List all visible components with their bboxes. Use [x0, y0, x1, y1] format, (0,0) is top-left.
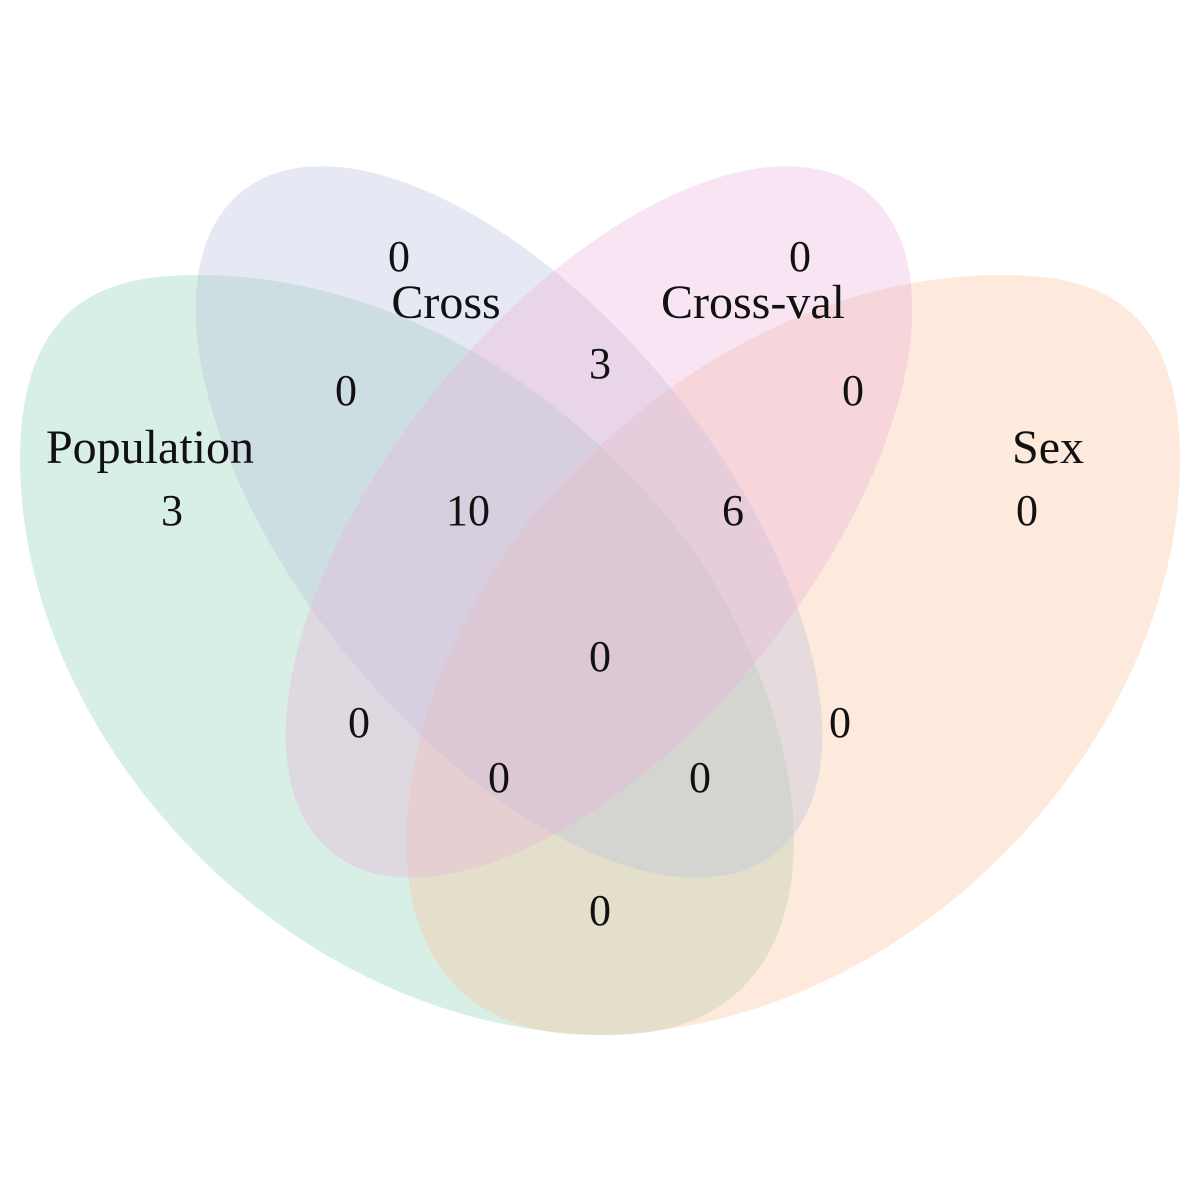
count-all-four: 0 [589, 632, 611, 681]
set-shape-population [20, 275, 794, 1035]
set-shape-cross-val [285, 166, 913, 878]
count-population-cross: 0 [335, 366, 357, 415]
count-cross-val-sex: 0 [842, 366, 864, 415]
count-population-cross-sex: 0 [689, 753, 711, 802]
set-label-cross: Cross [391, 276, 500, 329]
count-cross-cross-val-sex: 6 [722, 486, 744, 535]
count-cross-val-only: 0 [789, 232, 811, 281]
set-label-population: Population [46, 421, 254, 474]
count-cross-cross-val: 3 [589, 339, 611, 388]
count-population-cross-cross-val: 10 [446, 486, 490, 535]
count-population-sex: 0 [589, 886, 611, 935]
count-population-cross-val-sex: 0 [488, 753, 510, 802]
count-cross-only: 0 [388, 232, 410, 281]
set-shape-cross [195, 166, 823, 878]
count-sex-only: 0 [1016, 486, 1038, 535]
set-shape-sex [406, 275, 1180, 1035]
set-label-sex: Sex [1012, 421, 1084, 474]
set-label-cross-val: Cross-val [661, 276, 845, 329]
count-population-only: 3 [161, 486, 183, 535]
count-cross-sex: 0 [829, 698, 851, 747]
count-population-cross-val: 0 [348, 698, 370, 747]
